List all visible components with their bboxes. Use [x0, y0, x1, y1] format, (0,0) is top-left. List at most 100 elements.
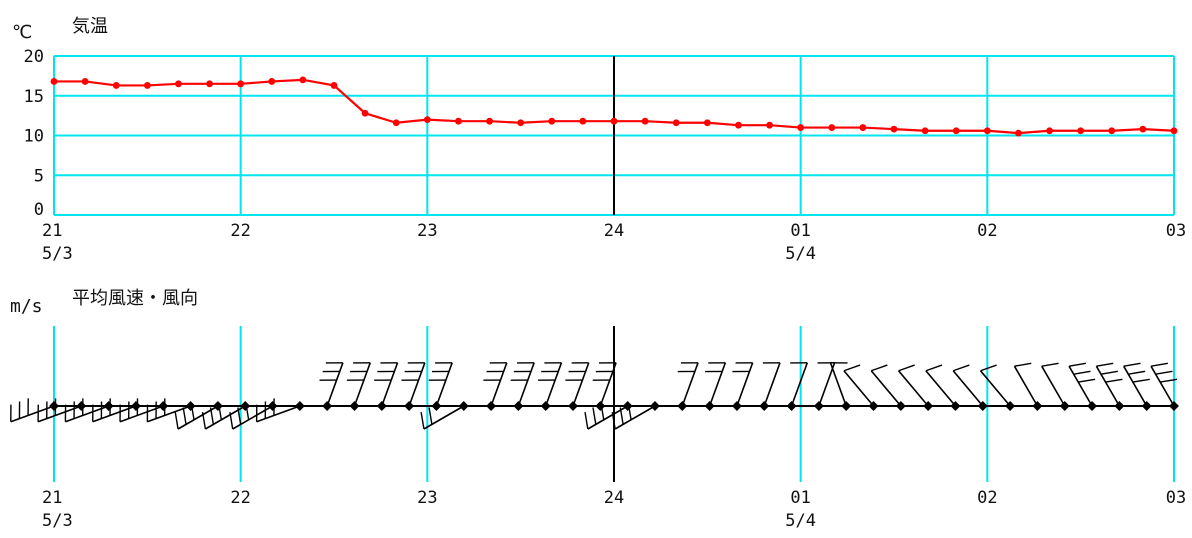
wind-barb-feather — [1106, 379, 1123, 382]
wind-barb — [147, 398, 195, 421]
temperature-data-point — [1046, 127, 1053, 134]
wind-barb — [11, 398, 59, 421]
temperature-data-point — [797, 124, 804, 131]
temperature-data-point — [424, 116, 431, 123]
wind-station-marker — [759, 401, 769, 411]
wind-barb-shaft — [327, 363, 343, 406]
wind-barb — [483, 363, 506, 411]
temperature-data-point — [175, 80, 182, 87]
wind-barb-shaft — [871, 371, 901, 406]
temperature-data-point — [206, 80, 213, 87]
wind-station-marker — [158, 401, 168, 411]
temperature-data-point — [704, 119, 711, 126]
wind-unit: m/s — [10, 296, 43, 317]
temperature-y-tick-label: 20 — [24, 47, 44, 67]
wind-date-label: 5/3 — [42, 511, 73, 531]
temperature-data-point — [735, 122, 742, 129]
wind-barb — [814, 363, 835, 411]
wind-barb — [787, 363, 808, 411]
temperature-y-tick-label: 0 — [34, 200, 44, 220]
wind-title: 平均風速・風向 — [72, 284, 198, 310]
wind-barb — [93, 398, 141, 421]
wind-barb-feather — [1101, 371, 1118, 374]
wind-barb — [401, 363, 424, 411]
wind-x-tick-label: 01 — [790, 488, 810, 508]
wind-barb-feather — [1156, 371, 1173, 374]
temperature-data-point — [611, 118, 618, 125]
wind-barb-feather — [1069, 363, 1086, 366]
wind-station-marker — [186, 401, 196, 411]
temperature-x-tick-label: 01 — [790, 221, 810, 241]
wind-barb-shaft — [737, 363, 753, 406]
wind-barb-feather — [183, 408, 186, 425]
wind-barb-shaft — [981, 371, 1011, 406]
temperature-data-point — [268, 78, 275, 85]
temperature-x-tick-label: 21 — [42, 221, 62, 241]
wind-date-label: 5/4 — [785, 511, 816, 531]
wind-barb-feather — [953, 365, 969, 371]
wind-barb-feather — [1074, 371, 1091, 374]
temperature-data-point — [579, 118, 586, 125]
wind-station-marker — [623, 401, 633, 411]
wind-barb-feather — [585, 412, 588, 429]
wind-barb-shaft — [844, 371, 874, 406]
wind-station-marker — [240, 401, 250, 411]
wind-barb — [565, 363, 588, 411]
wind-barb-feather — [1096, 363, 1113, 366]
wind-barb — [705, 363, 726, 411]
wind-barb — [320, 363, 343, 411]
wind-barb-feather — [1014, 363, 1031, 366]
temperature-data-point — [362, 110, 369, 117]
wind-station-marker — [541, 401, 551, 411]
wind-barb-shaft — [830, 363, 846, 406]
wind-barb-feather — [1078, 379, 1095, 382]
wind-barb — [1096, 363, 1124, 411]
wind-barb-feather — [429, 408, 432, 425]
wind-station-marker — [322, 401, 332, 411]
wind-station-marker — [486, 401, 496, 411]
wind-x-tick-label: 24 — [604, 488, 624, 508]
wind-barb-shaft — [1014, 366, 1037, 406]
wind-barb-shaft — [382, 363, 398, 406]
temperature-data-point — [828, 124, 835, 131]
wind-barb-feather — [899, 365, 915, 371]
wind-station-marker — [650, 401, 660, 411]
temperature-title: 気温 — [72, 12, 108, 38]
wind-barb-shaft — [710, 363, 726, 406]
temperature-y-tick-label: 5 — [34, 166, 44, 186]
wind-station-marker — [76, 401, 86, 411]
wind-station-marker — [1060, 401, 1070, 411]
wind-station-marker — [732, 401, 742, 411]
wind-station-marker — [595, 401, 605, 411]
temperature-data-point — [984, 127, 991, 134]
wind-station-marker — [431, 401, 441, 411]
wind-station-marker — [350, 401, 360, 411]
wind-station-marker — [1114, 401, 1124, 411]
temperature-y-tick-label: 10 — [24, 127, 44, 147]
wind-barb-shaft — [518, 363, 534, 406]
temperature-data-point — [673, 119, 680, 126]
wind-barb-feather — [1124, 363, 1141, 366]
temperature-data-point — [1077, 127, 1084, 134]
temperature-data-point — [766, 122, 773, 129]
temperature-data-point — [1139, 126, 1146, 133]
wind-barb — [38, 398, 86, 421]
temperature-data-point — [1171, 127, 1178, 134]
wind-barb — [511, 363, 534, 411]
wind-barb-feather — [844, 365, 860, 371]
wind-station-marker — [213, 401, 223, 411]
temperature-data-point — [144, 82, 151, 89]
wind-barb-feather — [1128, 371, 1145, 374]
wind-station-marker — [677, 401, 687, 411]
wind-barb-shaft — [926, 371, 956, 406]
wind-station-marker — [1169, 401, 1179, 411]
temperature-x-tick-label: 03 — [1166, 221, 1186, 241]
wind-barb-feather — [421, 412, 424, 429]
temperature-x-tick-label: 02 — [977, 221, 997, 241]
wind-barb — [347, 363, 370, 411]
wind-barb-shaft — [792, 363, 808, 406]
wind-barb-feather — [1133, 379, 1150, 382]
wind-barb — [374, 363, 397, 411]
temperature-x-tick-label: 22 — [230, 221, 250, 241]
